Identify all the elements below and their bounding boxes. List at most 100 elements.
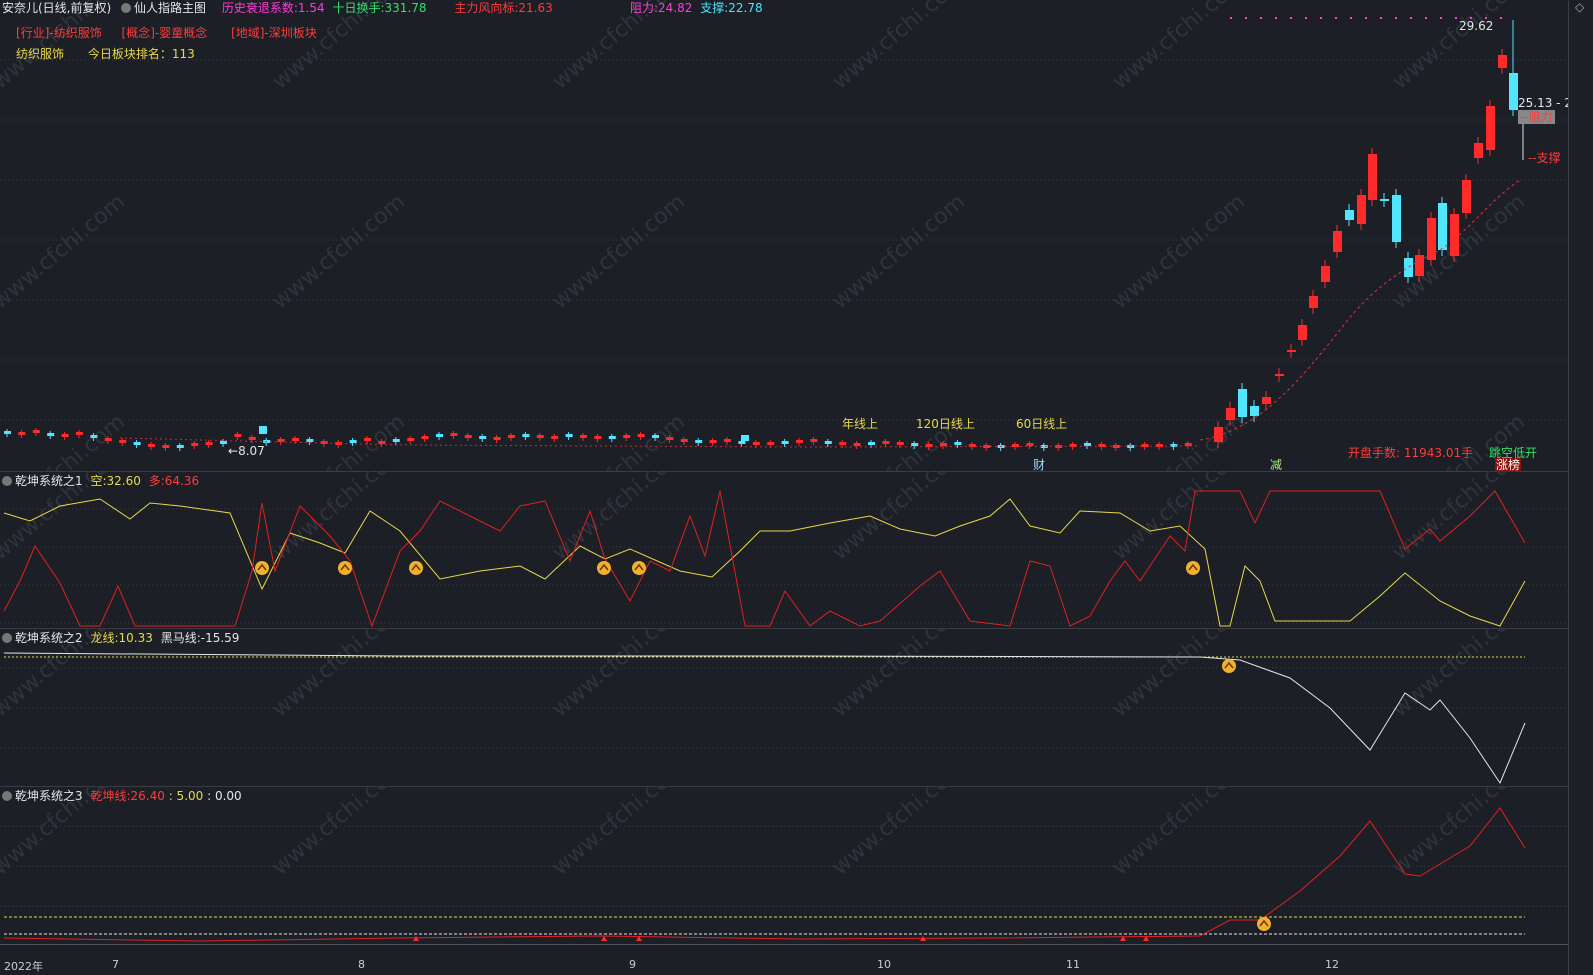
candle-body (292, 438, 299, 441)
signal-badge-icon (255, 561, 269, 575)
chart-title: 安奈儿(日线,前复权) 仙人指路主图 历史衰退系数:1.54 十日换手:331.… (2, 1, 553, 15)
signal-dot (1470, 17, 1472, 19)
candle-body (1098, 444, 1106, 447)
signal-badge-icon (409, 561, 423, 575)
candle-body (652, 435, 659, 438)
decay-value: 1.54 (297, 1, 325, 15)
stock-name: 安奈儿(日线,前复权) (2, 1, 112, 15)
tag-row: [行业]-纺织服饰 [概念]-婴童概念 [地域]-深圳板块 (16, 26, 317, 40)
marker-cai: 财 (1033, 458, 1046, 472)
ma-60-label: 60日线上 (1016, 417, 1068, 431)
ma-120-label: 120日线上 (916, 417, 975, 431)
candle-body (1012, 444, 1019, 447)
candle-body (1474, 143, 1483, 158)
candle-body (47, 433, 55, 436)
resistance-tag-text: 阻力 (1528, 110, 1553, 124)
panel3-svg: www.cfchi.com www.cfchi.com www.cfchi.com w… (0, 786, 1568, 942)
right-price-axis[interactable]: ◇ (1568, 0, 1593, 975)
low-price-label: ←8.07 (228, 444, 265, 458)
x-label-oct: 10 (877, 958, 891, 971)
x-label-jul: 7 (112, 958, 119, 971)
signal-chevron-icon (1224, 661, 1234, 669)
signal-dot (1365, 17, 1367, 19)
candle-body (824, 441, 832, 444)
candle-body (868, 442, 875, 445)
panel2-horse-line (3, 652, 1526, 785)
candle-body (1287, 350, 1296, 352)
industry-tag[interactable]: [行业]-纺织服饰 (16, 26, 102, 40)
candle-body (306, 439, 314, 442)
settings-circle-icon[interactable] (121, 3, 132, 13)
candle-body (738, 441, 746, 444)
candle-body (104, 438, 112, 441)
panel2-horse-value: -15.59 (200, 631, 240, 645)
candle-body (580, 435, 587, 438)
collapse-diamond-icon[interactable]: ◇ (1575, 0, 1585, 14)
x-label-nov: 11 (1066, 958, 1080, 971)
indicator-name[interactable]: 仙人指路主图 (134, 1, 207, 15)
candle-body (594, 436, 602, 439)
panel3-qk-line (3, 807, 1526, 942)
signal-badge-icon (597, 561, 611, 575)
candle-body (1040, 445, 1048, 448)
indicator-panel-1[interactable]: www.cfchi.com www.cfchi.com www.cfchi.com w… (0, 471, 1568, 629)
candle-body (335, 442, 343, 445)
watermark: www.cfchi.com (268, 189, 410, 314)
signal-dot (1290, 17, 1292, 19)
signal-chevron-icon (411, 563, 421, 571)
candle-body (695, 440, 703, 443)
candle-body (637, 434, 645, 437)
watermark: www.cfchi.com (828, 471, 970, 566)
support-tag: --支撑 (1528, 151, 1561, 165)
panel2-title[interactable]: 乾坤系统之2 (15, 631, 83, 645)
candle-body (741, 435, 749, 441)
region-tag[interactable]: [地域]-深圳板块 (231, 26, 317, 40)
candle-body (1250, 406, 1259, 416)
panel3-settings-icon[interactable] (2, 791, 12, 801)
support-tag-text: 支撑 (1536, 151, 1561, 165)
panel1-kong-label: 空: (90, 474, 107, 488)
concept-tag[interactable]: [概念]-婴童概念 (121, 26, 208, 40)
candle-body (536, 435, 544, 438)
candle-body (1333, 231, 1342, 252)
panel3-v3: : 0.00 (207, 789, 242, 803)
candle-body (1321, 266, 1330, 282)
resistance-label: 阻力: (630, 1, 659, 15)
panel1-title[interactable]: 乾坤系统之1 (15, 474, 83, 488)
main-chart-panel[interactable]: www.cfchi.com www.cfchi.com www.cfchi.com w… (0, 0, 1572, 472)
candle-body (493, 437, 501, 440)
candle-body (220, 441, 227, 444)
candle-body (1486, 106, 1495, 150)
support-value: 22.78 (728, 1, 763, 15)
candle-body (968, 444, 976, 447)
candle-body (882, 441, 890, 444)
candle-body (1427, 218, 1436, 260)
sector-name: 纺织服饰 (16, 47, 65, 61)
candle-body (565, 434, 573, 437)
candle-body (90, 435, 98, 438)
ma-line (119, 437, 1201, 448)
candle-body (205, 442, 213, 445)
panel3-qk-value: 26.40 (130, 789, 165, 803)
candle-body (1392, 195, 1401, 242)
indicator-panel-3[interactable]: www.cfchi.com www.cfchi.com www.cfchi.com w… (0, 786, 1568, 945)
ma-year-label: 年线上 (842, 417, 879, 431)
indicator-panel-2[interactable]: www.cfchi.com www.cfchi.com www.cfchi.com w… (0, 628, 1568, 787)
candle-body (378, 441, 386, 444)
signal-badge-icon (1222, 659, 1236, 673)
panel1-settings-icon[interactable] (2, 476, 12, 486)
candle-body (680, 439, 688, 442)
panel3-title[interactable]: 乾坤系统之3 (15, 789, 83, 803)
candle-body (1238, 389, 1247, 417)
candle-body (1404, 258, 1413, 277)
signal-chevron-icon (1259, 919, 1269, 927)
panel2-settings-icon[interactable] (2, 633, 12, 643)
candle-body (911, 443, 919, 446)
watermark: www.cfchi.com (548, 189, 690, 314)
candle-body (796, 440, 803, 443)
candle-body (522, 434, 530, 437)
open-volume-value: 11943.01手 (1403, 446, 1474, 460)
candle-body (1141, 444, 1149, 447)
up-arrow-icon (920, 936, 926, 941)
candle-body (162, 445, 170, 448)
